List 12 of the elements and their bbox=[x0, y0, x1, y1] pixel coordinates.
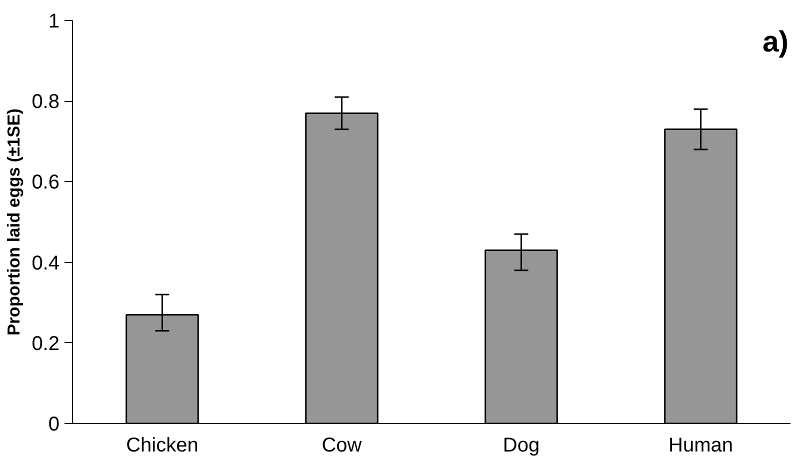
x-tick-label: Chicken bbox=[126, 434, 198, 456]
y-tick-label: 0.2 bbox=[32, 332, 60, 355]
y-tick-label: 1 bbox=[48, 10, 60, 32]
y-tick-label: 0.6 bbox=[32, 172, 60, 194]
y-tick-label: 0.8 bbox=[32, 91, 60, 114]
annotation: a) bbox=[762, 26, 789, 58]
y-axis-title: Proportion laid eggs (±1SE) bbox=[4, 108, 24, 336]
x-tick-label: Dog bbox=[502, 434, 540, 456]
y-tick-label: 0 bbox=[48, 414, 60, 436]
x-tick-label: Cow bbox=[322, 434, 362, 456]
y-tick-label: 0.4 bbox=[32, 252, 60, 274]
x-tick-label: Human bbox=[668, 434, 733, 456]
